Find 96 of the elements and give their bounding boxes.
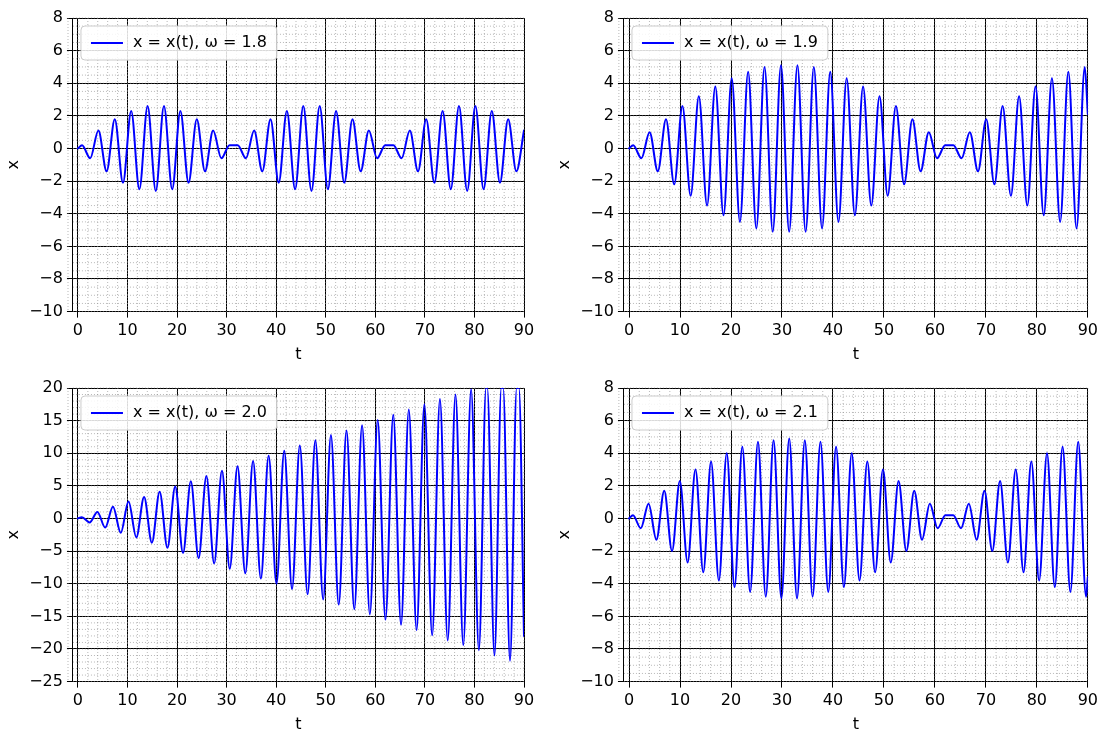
- x-tick-label: 10: [669, 690, 691, 710]
- y-tick-label: −8: [590, 268, 614, 288]
- x-tick-label: 70: [975, 690, 997, 710]
- y-tick-label: 8: [603, 377, 614, 397]
- line-series: [76, 105, 524, 192]
- x-tick-label: 80: [464, 690, 485, 710]
- y-tick-label: 0: [603, 137, 614, 157]
- y-tick-label: −2: [39, 170, 63, 190]
- x-axis-title: t: [295, 343, 302, 363]
- y-tick-label: −8: [39, 268, 63, 288]
- x-tick-label: 60: [365, 690, 386, 710]
- y-tick-label: 8: [603, 7, 614, 27]
- y-tick-label: −2: [590, 540, 614, 560]
- x-tick-label: 80: [464, 320, 485, 340]
- y-tick-label: −4: [39, 202, 63, 222]
- line-series: [628, 64, 1088, 233]
- x-tick-label: 40: [266, 690, 287, 710]
- x-axis-title: t: [852, 713, 860, 733]
- y-tick-label: 4: [603, 72, 614, 92]
- x-tick-label: 20: [720, 690, 742, 710]
- y-tick-label: 0: [52, 137, 63, 157]
- y-tick-label: −8: [590, 638, 614, 658]
- y-tick-label: −6: [590, 605, 614, 625]
- x-tick-label: 50: [873, 690, 895, 710]
- y-tick-label: 4: [52, 72, 63, 92]
- x-tick-label: 30: [216, 320, 237, 340]
- y-tick-label: −10: [29, 572, 63, 592]
- y-axis-title: x: [2, 530, 22, 540]
- y-tick-label: −4: [590, 572, 614, 592]
- y-tick-label: 4: [603, 442, 614, 462]
- y-tick-label: −2: [590, 170, 614, 190]
- x-tick-label: 30: [771, 690, 793, 710]
- x-tick-label: 50: [873, 320, 895, 340]
- x-tick-label: 30: [771, 320, 793, 340]
- y-tick-label: 2: [52, 105, 63, 125]
- x-tick-label: 60: [924, 320, 946, 340]
- x-tick-label: 90: [513, 690, 535, 710]
- y-tick-label: −25: [29, 670, 63, 690]
- y-tick-label: 6: [603, 409, 614, 429]
- y-tick-label: −20: [29, 638, 63, 658]
- y-axis-title: x: [553, 530, 573, 540]
- x-tick-label: 20: [720, 320, 742, 340]
- y-tick-label: −6: [39, 235, 63, 255]
- x-tick-label: 0: [623, 690, 635, 710]
- y-tick-label: 20: [42, 377, 63, 397]
- x-tick-label: 10: [117, 690, 138, 710]
- x-tick-label: 10: [669, 320, 691, 340]
- y-tick-label: 2: [603, 105, 614, 125]
- x-tick-label: 40: [266, 320, 287, 340]
- y-tick-label: 2: [603, 475, 614, 495]
- y-tick-label: −15: [29, 605, 63, 625]
- x-tick-label: 90: [513, 320, 535, 340]
- y-tick-label: 15: [42, 409, 63, 429]
- y-tick-label: 8: [52, 7, 63, 27]
- x-tick-label: 60: [365, 320, 386, 340]
- y-tick-label: −10: [580, 300, 614, 320]
- x-tick-label: 0: [623, 320, 635, 340]
- y-tick-label: −4: [590, 202, 614, 222]
- y-tick-label: −10: [29, 300, 63, 320]
- y-tick-label: 0: [52, 507, 63, 527]
- x-tick-label: 20: [166, 320, 188, 340]
- x-tick-label: 30: [216, 690, 237, 710]
- x-tick-label: 50: [315, 320, 336, 340]
- x-tick-label: 60: [924, 690, 946, 710]
- x-tick-label: 70: [975, 320, 997, 340]
- legend-label: x = x(t), ω = 2.1: [683, 402, 818, 422]
- x-tick-label: 40: [822, 690, 844, 710]
- legend-label: x = x(t), ω = 2.0: [132, 402, 267, 422]
- x-axis-title: t: [295, 713, 302, 733]
- x-tick-label: 80: [1026, 690, 1048, 710]
- x-tick-label: 70: [414, 690, 436, 710]
- y-tick-label: −6: [590, 235, 614, 255]
- x-tick-label: 10: [117, 320, 138, 340]
- x-tick-label: 80: [1026, 320, 1048, 340]
- x-tick-label: 90: [1077, 320, 1098, 340]
- x-tick-label: 90: [1077, 690, 1098, 710]
- x-tick-label: 0: [72, 690, 84, 710]
- x-tick-label: 70: [414, 320, 436, 340]
- x-axis-title: t: [852, 343, 860, 363]
- line-series: [76, 388, 524, 662]
- y-tick-label: 6: [52, 39, 63, 59]
- y-tick-label: 10: [42, 442, 63, 462]
- y-axis-title: x: [2, 160, 22, 170]
- line-series: [628, 437, 1088, 600]
- x-tick-label: 0: [72, 320, 84, 340]
- x-tick-label: 20: [166, 690, 188, 710]
- legend-label: x = x(t), ω = 1.9: [683, 32, 818, 52]
- x-tick-label: 40: [822, 320, 844, 340]
- y-tick-label: −10: [580, 670, 614, 690]
- legend-label: x = x(t), ω = 1.8: [132, 32, 267, 52]
- y-tick-label: 5: [52, 475, 63, 495]
- y-tick-label: −5: [39, 540, 63, 560]
- y-axis-title: x: [553, 160, 573, 170]
- y-tick-label: 6: [603, 39, 614, 59]
- y-tick-label: 0: [603, 507, 614, 527]
- x-tick-label: 50: [315, 690, 336, 710]
